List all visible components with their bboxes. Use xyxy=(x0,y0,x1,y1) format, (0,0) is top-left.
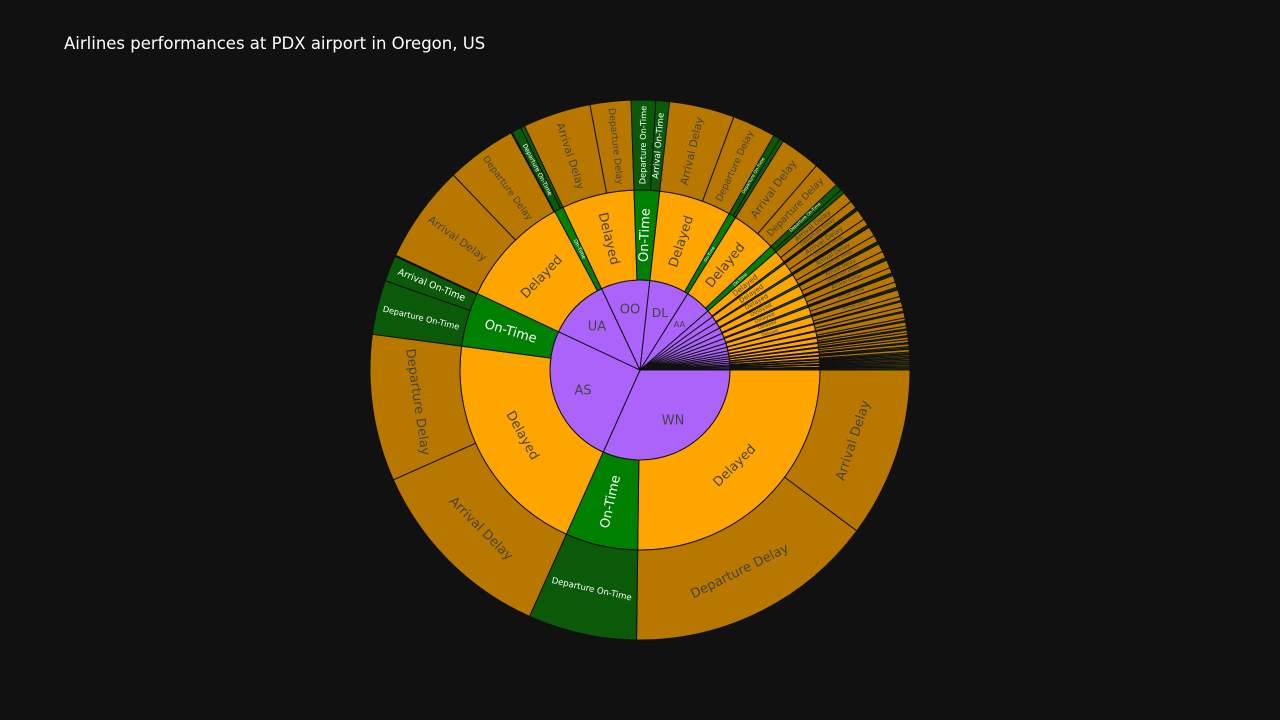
departure-delay-segment[interactable] xyxy=(452,132,555,241)
departure-on-time-label: Departure On-Time xyxy=(637,106,648,185)
delayed-label: Delayed xyxy=(761,328,779,338)
departure-on-time-segment[interactable] xyxy=(819,368,911,371)
arrival-on-time-segment[interactable] xyxy=(384,255,478,312)
sunburst-segments[interactable] xyxy=(369,99,911,641)
airline-label: OO xyxy=(620,303,640,318)
chart-title: Airlines performances at PDX airport in … xyxy=(64,34,486,53)
airline-label: UA xyxy=(588,320,607,335)
on-time-label: On-Time xyxy=(637,208,654,262)
delayed-label: Delayed xyxy=(757,319,777,331)
airline-label: AA xyxy=(674,319,686,329)
airline-label: AS xyxy=(574,384,591,399)
airline-label: DL xyxy=(652,305,669,320)
on-time-segment[interactable] xyxy=(729,368,821,371)
airline-label: WN xyxy=(662,413,685,428)
